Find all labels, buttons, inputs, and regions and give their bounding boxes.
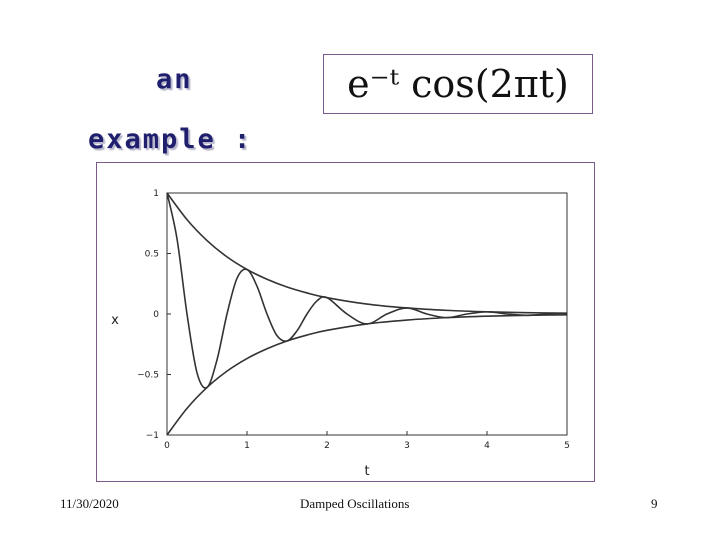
x-tick-label: 1 xyxy=(244,441,250,451)
y-tick-label: 0.5 xyxy=(145,250,159,260)
series-group xyxy=(166,192,568,436)
x-axis-label: t xyxy=(364,464,369,479)
slide-heading-line2: example : xyxy=(88,124,253,155)
y-tick-label: −0.5 xyxy=(137,371,159,381)
chart-frame xyxy=(96,162,595,482)
x-tick-label: 3 xyxy=(404,441,410,451)
formula-box: e⁻ᵗ cos(2πt) xyxy=(323,54,593,114)
footer-title: Damped Oscillations xyxy=(300,496,410,511)
lower-envelope-line xyxy=(166,314,568,436)
upper-envelope-line xyxy=(166,192,568,314)
page-number: 9 xyxy=(651,496,658,511)
formula-text: e⁻ᵗ cos(2πt) xyxy=(347,62,569,106)
x-tick-label: 2 xyxy=(324,441,330,451)
x-tick-label: 4 xyxy=(484,441,490,451)
y-tick-label: 1 xyxy=(153,189,159,199)
axis-ticks: 0 1 2 3 4 5 −1 −0.5 0 0.5 1 xyxy=(137,189,570,451)
damped-cosine-line xyxy=(166,192,568,389)
y-tick-label: −1 xyxy=(146,431,159,441)
y-tick-label: 0 xyxy=(153,310,159,320)
y-axis-label: x xyxy=(111,313,119,328)
footer-date: 11/30/2020 xyxy=(60,496,119,511)
x-tick-label: 0 xyxy=(164,441,170,451)
slide-heading-line1: an xyxy=(156,64,193,95)
x-tick-label: 5 xyxy=(564,441,570,451)
